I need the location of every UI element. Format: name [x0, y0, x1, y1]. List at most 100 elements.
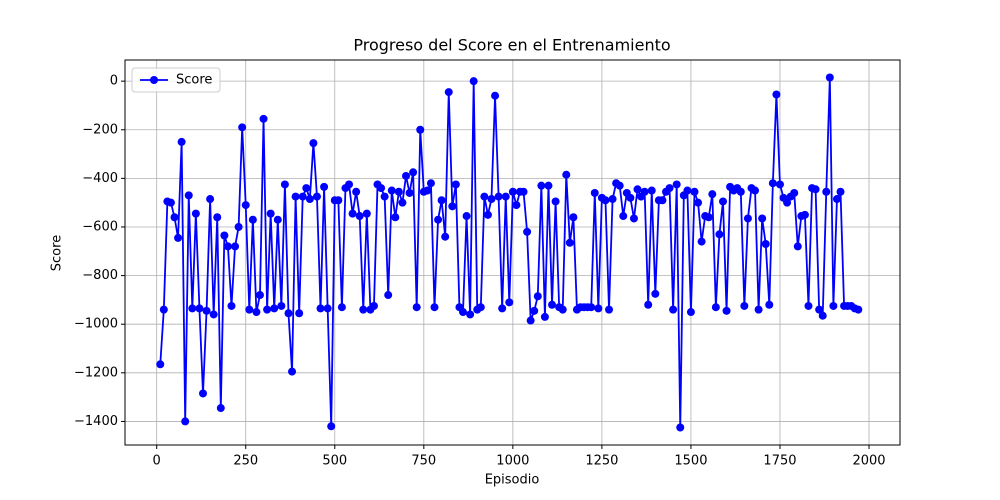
data-point [334, 196, 343, 205]
data-point [213, 213, 222, 222]
data-point [487, 195, 496, 204]
data-point [377, 184, 386, 193]
data-point [708, 190, 717, 199]
x-tick-label: 1000 [496, 454, 529, 469]
data-point [248, 215, 257, 224]
data-point [259, 114, 268, 123]
data-point [451, 180, 460, 189]
data-point [241, 201, 250, 210]
data-point [362, 209, 371, 218]
data-point [594, 304, 603, 313]
data-point [665, 184, 674, 193]
data-point [619, 212, 628, 221]
y-tick-label: −800 [82, 268, 118, 283]
data-point [305, 195, 314, 204]
data-point [437, 196, 446, 205]
data-point [476, 303, 485, 312]
data-point [548, 300, 557, 309]
data-point [188, 304, 197, 313]
data-point [394, 187, 403, 196]
data-point [587, 303, 596, 312]
data-point [629, 214, 638, 223]
data-point [530, 306, 539, 315]
data-point [590, 188, 599, 197]
data-point [832, 195, 841, 204]
data-point [669, 305, 678, 314]
data-point [718, 197, 727, 206]
data-point [441, 232, 450, 241]
data-point [483, 210, 492, 219]
data-point [569, 213, 578, 222]
data-point [302, 184, 311, 193]
data-point [793, 242, 802, 251]
data-point [829, 301, 838, 310]
data-point [697, 237, 706, 246]
data-point [815, 305, 824, 314]
data-point [751, 186, 760, 195]
data-point [384, 291, 393, 300]
data-point [694, 198, 703, 207]
data-point [198, 389, 207, 398]
data-point [854, 305, 863, 314]
y-tick-label: −1400 [74, 414, 118, 429]
data-point [270, 304, 279, 313]
x-tick-label: 0 [153, 454, 161, 469]
data-point [391, 213, 400, 222]
data-point [523, 227, 532, 236]
data-point [676, 423, 685, 432]
data-point [690, 187, 699, 196]
data-point [348, 209, 357, 218]
data-point [202, 306, 211, 315]
y-tick-label: −600 [82, 219, 118, 234]
data-point [231, 242, 240, 251]
data-point [320, 182, 329, 191]
legend-label: Score [176, 73, 212, 88]
data-point [686, 308, 695, 317]
data-point [754, 305, 763, 314]
data-point [562, 170, 571, 179]
data-point [448, 202, 457, 211]
data-point [772, 90, 781, 99]
data-point [223, 242, 232, 251]
y-tick-label: −1000 [74, 317, 118, 332]
data-point [683, 186, 692, 195]
y-tick-label: 0 [110, 74, 118, 89]
data-point [412, 303, 421, 312]
data-point [280, 180, 289, 189]
x-axis-label: Episodio [485, 473, 540, 488]
data-point [245, 305, 254, 314]
data-point [170, 213, 179, 222]
data-point [640, 187, 649, 196]
data-point [238, 123, 247, 132]
data-point [519, 187, 528, 196]
data-point [466, 310, 475, 319]
data-point [216, 404, 225, 413]
data-point [295, 309, 304, 318]
data-point [277, 301, 286, 310]
data-point [430, 303, 439, 312]
chart-title: Progreso del Score en el Entrenamiento [353, 36, 670, 55]
data-point [533, 292, 542, 301]
data-point [288, 367, 297, 376]
data-point [159, 305, 168, 314]
x-tick-label: 1750 [763, 454, 796, 469]
data-point [775, 180, 784, 189]
data-point [783, 198, 792, 207]
data-point [284, 309, 293, 318]
data-point [181, 417, 190, 426]
data-point [526, 316, 535, 325]
data-point [743, 214, 752, 223]
data-point [266, 209, 275, 218]
data-point [327, 422, 336, 431]
data-point [462, 212, 471, 221]
x-tick-label: 1500 [674, 454, 707, 469]
data-point [540, 312, 549, 321]
data-point [558, 305, 567, 314]
data-point [191, 209, 200, 218]
data-point [359, 305, 368, 314]
data-point [765, 300, 774, 309]
data-point [156, 360, 165, 369]
data-point [309, 139, 318, 148]
data-point [206, 195, 215, 204]
